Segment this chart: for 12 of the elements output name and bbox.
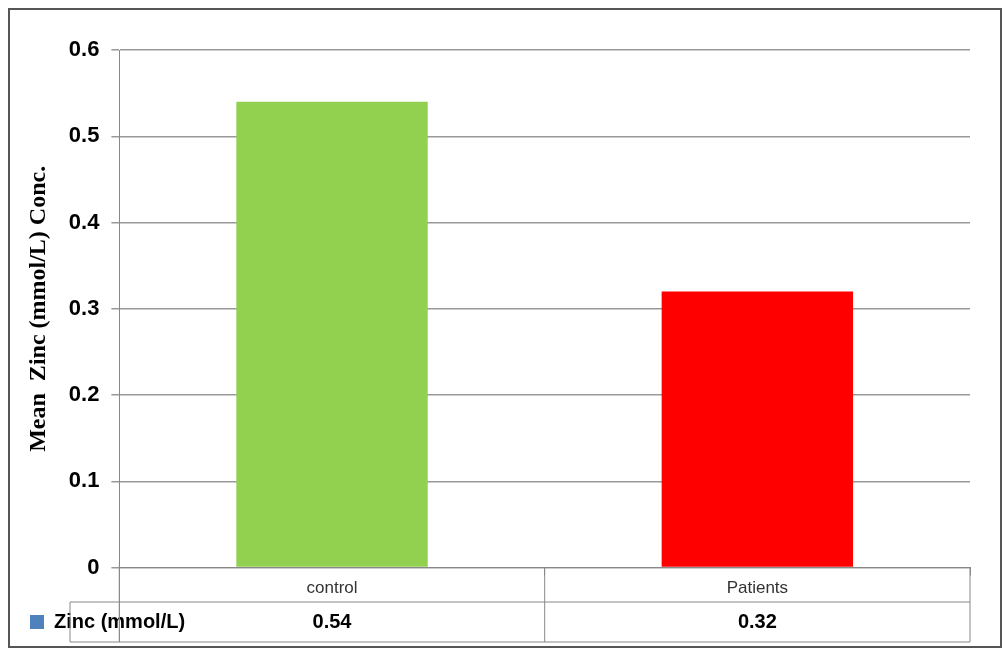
data-label: 0.54 [312,609,353,632]
y-tick-label: 0.4 [68,208,101,234]
y-tick-label: 0 [87,553,100,579]
x-tick-label: control [306,578,358,598]
y-axis-title: Mean Zinc (mmol/L) Conc. [23,165,50,452]
y-tick-label: 0.3 [68,294,100,320]
y-tick-label: 0.2 [68,381,100,407]
y-tick-label: 0.5 [68,122,100,148]
y-tick-label: 0.6 [68,36,100,62]
y-tick-label: 0.1 [68,467,100,493]
x-tick-label: Patients [726,578,789,598]
data-label: 0.32 [737,609,777,632]
